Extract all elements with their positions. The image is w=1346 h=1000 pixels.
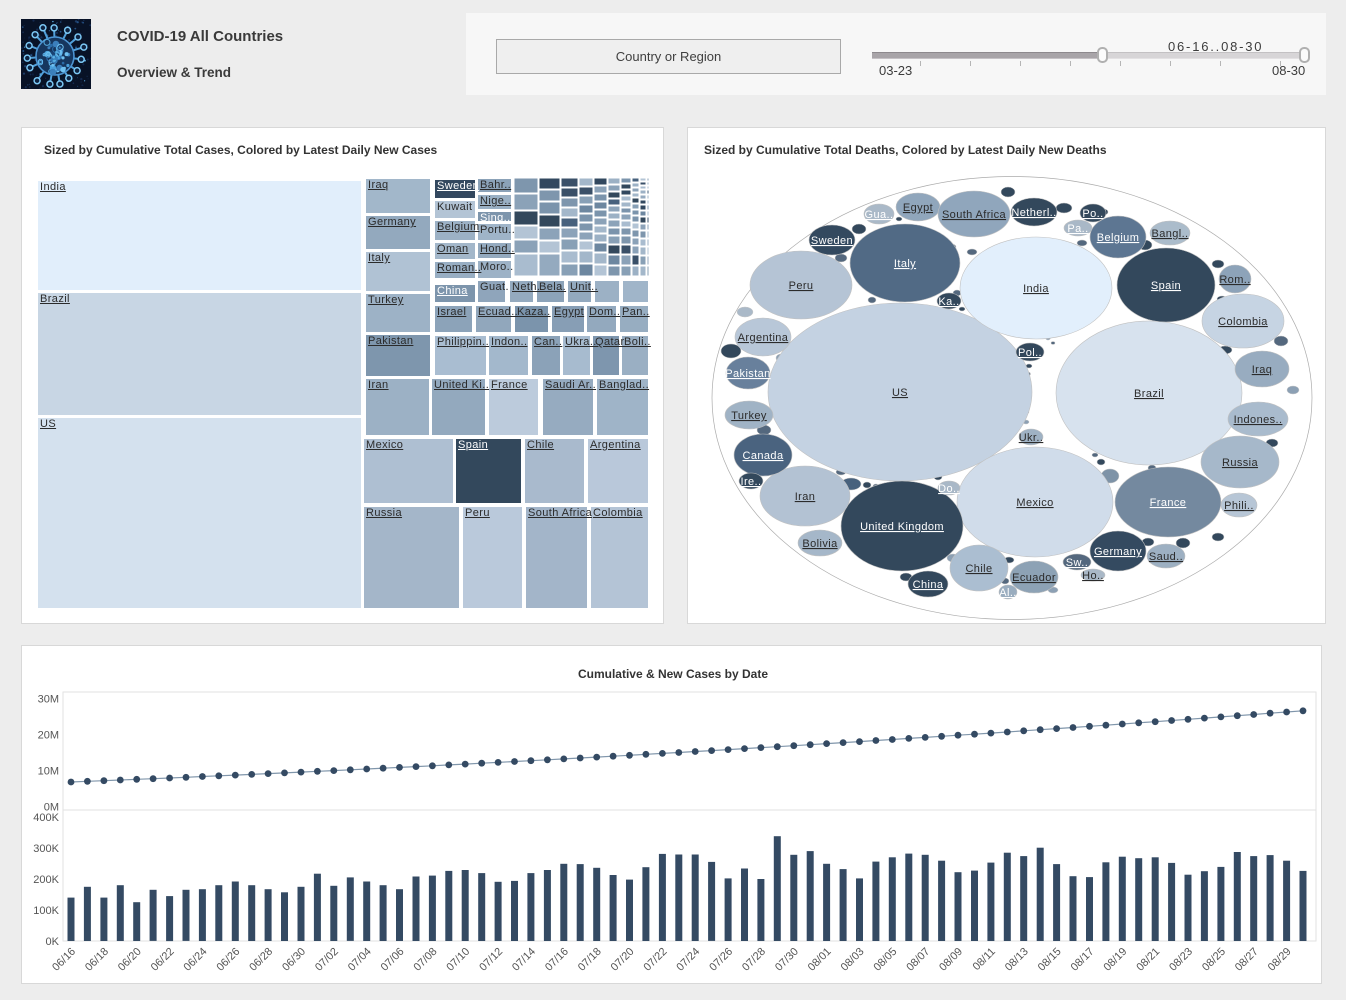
svg-text:Phili..: Phili.. bbox=[1224, 500, 1254, 512]
svg-text:06/18: 06/18 bbox=[83, 946, 111, 974]
svg-text:Egypt: Egypt bbox=[903, 202, 933, 214]
svg-text:06/26: 06/26 bbox=[214, 946, 242, 974]
svg-text:06/30: 06/30 bbox=[280, 946, 308, 974]
svg-text:Netherl..: Netherl.. bbox=[1011, 207, 1056, 219]
svg-text:Ka..: Ka.. bbox=[938, 296, 959, 308]
svg-text:Mexico: Mexico bbox=[1016, 497, 1053, 509]
svg-text:10M: 10M bbox=[38, 766, 59, 778]
svg-text:Russia: Russia bbox=[1222, 457, 1259, 469]
svg-text:0K: 0K bbox=[46, 936, 60, 948]
svg-text:Argentina: Argentina bbox=[738, 332, 789, 344]
svg-text:Bolivia: Bolivia bbox=[802, 538, 838, 550]
svg-text:08/29: 08/29 bbox=[1266, 946, 1294, 974]
svg-text:06/24: 06/24 bbox=[182, 946, 210, 974]
svg-text:08/17: 08/17 bbox=[1069, 946, 1097, 974]
svg-text:08/05: 08/05 bbox=[871, 946, 899, 974]
svg-text:08/01: 08/01 bbox=[806, 946, 834, 974]
svg-text:Indones..: Indones.. bbox=[1234, 414, 1283, 426]
svg-text:Iraq: Iraq bbox=[1252, 364, 1273, 376]
svg-text:Sweden: Sweden bbox=[811, 235, 853, 247]
svg-text:300K: 300K bbox=[33, 843, 59, 855]
svg-text:07/14: 07/14 bbox=[510, 946, 538, 974]
svg-text:France: France bbox=[1150, 497, 1187, 509]
svg-text:200K: 200K bbox=[33, 874, 59, 886]
svg-text:Sw..: Sw.. bbox=[1066, 557, 1088, 569]
svg-text:08/07: 08/07 bbox=[904, 946, 932, 974]
svg-text:Peru: Peru bbox=[789, 280, 814, 292]
svg-text:08/27: 08/27 bbox=[1233, 946, 1261, 974]
svg-text:Saud..: Saud.. bbox=[1149, 551, 1183, 563]
svg-text:08/13: 08/13 bbox=[1003, 946, 1031, 974]
svg-text:Iran: Iran bbox=[795, 491, 816, 503]
svg-text:07/12: 07/12 bbox=[477, 946, 505, 974]
svg-text:30M: 30M bbox=[38, 694, 59, 706]
svg-text:07/20: 07/20 bbox=[609, 946, 637, 974]
svg-text:07/02: 07/02 bbox=[313, 946, 341, 974]
svg-text:100K: 100K bbox=[33, 905, 59, 917]
svg-text:07/24: 07/24 bbox=[674, 946, 702, 974]
svg-text:07/06: 07/06 bbox=[379, 946, 407, 974]
svg-text:07/10: 07/10 bbox=[444, 946, 472, 974]
svg-text:United Kingdom: United Kingdom bbox=[860, 521, 944, 533]
svg-text:US: US bbox=[892, 387, 908, 399]
svg-text:South Africa: South Africa bbox=[942, 209, 1007, 221]
svg-text:Turkey: Turkey bbox=[731, 410, 767, 422]
svg-text:Pakistan: Pakistan bbox=[725, 368, 770, 380]
svg-text:Al..: Al.. bbox=[999, 587, 1017, 599]
svg-text:Gua..: Gua.. bbox=[865, 209, 894, 221]
svg-text:Canada: Canada bbox=[743, 450, 784, 462]
svg-text:07/08: 07/08 bbox=[412, 946, 440, 974]
svg-text:India: India bbox=[1023, 283, 1049, 295]
svg-text:Do..: Do.. bbox=[938, 483, 960, 495]
svg-text:400K: 400K bbox=[33, 812, 59, 824]
svg-text:China: China bbox=[913, 579, 944, 591]
svg-text:08/09: 08/09 bbox=[937, 946, 965, 974]
svg-text:08/23: 08/23 bbox=[1167, 946, 1195, 974]
svg-text:06/16: 06/16 bbox=[50, 946, 78, 974]
svg-text:08/25: 08/25 bbox=[1200, 946, 1228, 974]
svg-text:Ukr..: Ukr.. bbox=[1019, 432, 1044, 444]
svg-text:Bangl..: Bangl.. bbox=[1151, 228, 1188, 240]
svg-text:08/03: 08/03 bbox=[839, 946, 867, 974]
svg-text:07/30: 07/30 bbox=[773, 946, 801, 974]
svg-text:Pa..: Pa.. bbox=[1067, 223, 1088, 235]
svg-text:07/04: 07/04 bbox=[346, 946, 374, 974]
svg-text:Ire..: Ire.. bbox=[741, 476, 762, 488]
svg-text:08/19: 08/19 bbox=[1101, 946, 1129, 974]
svg-text:Brazil: Brazil bbox=[1134, 388, 1164, 400]
svg-text:Chile: Chile bbox=[965, 563, 992, 575]
svg-text:Pol..: Pol.. bbox=[1018, 347, 1042, 359]
svg-text:08/15: 08/15 bbox=[1036, 946, 1064, 974]
svg-text:08/11: 08/11 bbox=[971, 946, 998, 973]
svg-text:Rom..: Rom.. bbox=[1219, 274, 1250, 286]
svg-text:Germany: Germany bbox=[1094, 546, 1142, 558]
svg-text:07/28: 07/28 bbox=[740, 946, 768, 974]
svg-text:20M: 20M bbox=[38, 730, 59, 742]
svg-text:Ecuador: Ecuador bbox=[1012, 572, 1056, 584]
svg-text:06/28: 06/28 bbox=[247, 946, 275, 974]
svg-text:Ho..: Ho.. bbox=[1082, 570, 1104, 582]
svg-text:0M: 0M bbox=[44, 802, 59, 814]
svg-text:07/26: 07/26 bbox=[707, 946, 735, 974]
svg-text:08/21: 08/21 bbox=[1134, 946, 1162, 974]
svg-text:Po..: Po.. bbox=[1082, 208, 1103, 220]
svg-text:06/20: 06/20 bbox=[116, 946, 144, 974]
svg-text:07/16: 07/16 bbox=[543, 946, 571, 974]
svg-text:Colombia: Colombia bbox=[1218, 316, 1268, 328]
svg-text:Belgium: Belgium bbox=[1097, 232, 1140, 244]
svg-text:07/22: 07/22 bbox=[642, 946, 670, 974]
svg-text:06/22: 06/22 bbox=[149, 946, 177, 974]
svg-text:Spain: Spain bbox=[1151, 280, 1181, 292]
svg-text:07/18: 07/18 bbox=[576, 946, 604, 974]
svg-text:Italy: Italy bbox=[894, 258, 916, 270]
